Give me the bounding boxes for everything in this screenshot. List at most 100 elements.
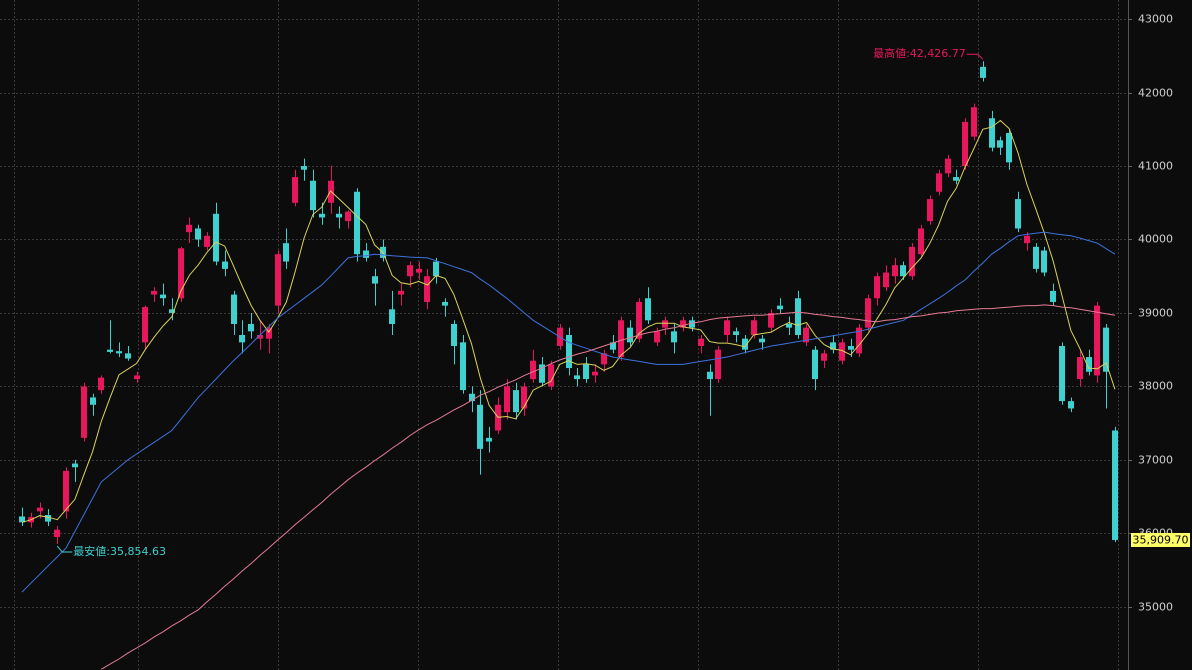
candle-body <box>134 375 140 380</box>
candle-body <box>433 261 439 277</box>
candle-body <box>486 437 492 442</box>
candle-body <box>1068 401 1074 409</box>
candle-body <box>407 265 413 277</box>
candle-body <box>513 390 519 413</box>
candle-body <box>248 323 254 332</box>
candle-body <box>848 346 854 350</box>
candle-body <box>945 158 951 174</box>
candle-body <box>442 301 448 306</box>
candle-body <box>742 338 748 350</box>
candle-body <box>1112 430 1118 540</box>
candle-body <box>125 353 131 359</box>
candle-body <box>142 307 148 343</box>
candle-body <box>469 393 475 402</box>
y-tick-label: 37000 <box>1138 454 1173 467</box>
candle-body <box>372 276 378 284</box>
candle-body <box>239 335 245 343</box>
candle-body <box>231 294 237 324</box>
candle-body <box>707 371 713 380</box>
candle-body <box>698 338 704 347</box>
candle-body <box>424 276 430 302</box>
annotations: 最高値:42,426.77 最安値:35,854.63 35,909.70 <box>56 46 1190 558</box>
candle-body <box>821 353 827 361</box>
candle-body <box>936 173 942 192</box>
candle-body <box>1015 199 1021 229</box>
candle-body <box>610 342 616 350</box>
candle-body <box>301 166 307 170</box>
candle-body <box>169 309 175 313</box>
candle-body <box>19 516 25 523</box>
candle-body <box>81 386 87 438</box>
candle-body <box>116 351 122 354</box>
candle-body <box>795 298 801 335</box>
candle-body <box>266 327 272 339</box>
candle-body <box>733 331 739 335</box>
candle-body <box>918 228 924 255</box>
candle-body <box>1050 290 1056 302</box>
candle-body <box>997 140 1003 148</box>
candle-body <box>530 360 536 380</box>
candle-body <box>98 377 104 391</box>
moving-average-line <box>21 231 1116 593</box>
candle-body <box>107 349 113 352</box>
candle-body <box>892 265 898 277</box>
candle-body <box>874 276 880 299</box>
candle-body <box>601 353 607 365</box>
candle-body <box>45 514 51 522</box>
y-tick-label: 40000 <box>1138 233 1173 246</box>
candle-body <box>336 213 342 218</box>
candle-body <box>1059 346 1065 402</box>
candle-body <box>363 250 369 258</box>
candle-body <box>583 364 589 380</box>
candle-body <box>865 298 871 328</box>
candle-body <box>980 66 986 78</box>
candle-body <box>777 305 783 310</box>
y-tick-label: 39000 <box>1138 307 1173 320</box>
candle-body <box>566 335 572 369</box>
moving-average-line <box>101 304 1116 670</box>
candle-body <box>830 342 836 350</box>
last-price-label: 35,909.70 <box>1133 533 1189 546</box>
candle-body <box>257 335 263 339</box>
plot-area <box>19 61 1118 670</box>
candle-body <box>451 323 457 347</box>
candle-body <box>345 211 351 222</box>
y-tick-label: 35000 <box>1138 601 1173 614</box>
candle-body <box>398 290 404 295</box>
candle-body <box>186 224 192 233</box>
y-axis: 3500036000370003800039000400004100042000… <box>1128 13 1173 614</box>
last-price-tag <box>1131 532 1190 547</box>
high-pointer <box>966 53 984 60</box>
candle-body <box>548 364 554 387</box>
candle-body <box>962 121 968 167</box>
candle-body <box>636 301 642 339</box>
candle-body <box>883 272 889 288</box>
candle-body <box>574 375 580 380</box>
candle-body <box>989 118 995 148</box>
candle-body <box>786 323 792 328</box>
candle-body <box>715 349 721 380</box>
candle-body <box>63 470 69 512</box>
candle-body <box>654 331 660 343</box>
candle-body <box>671 331 677 343</box>
candle-body <box>645 298 651 321</box>
candle-body <box>460 342 466 391</box>
candle-body <box>204 235 210 247</box>
candle-body <box>1103 327 1109 372</box>
candle-body <box>213 213 219 262</box>
y-tick-label: 41000 <box>1138 160 1173 173</box>
candle-body <box>477 404 483 449</box>
candle-body <box>768 312 774 328</box>
candle-body <box>195 228 201 240</box>
y-tick-label: 38000 <box>1138 380 1173 393</box>
candle-body <box>751 320 757 335</box>
candle-body <box>812 349 818 380</box>
grid <box>0 0 1128 670</box>
candle-body <box>292 177 298 203</box>
moving-average-line <box>21 119 1116 523</box>
candle-body <box>319 213 325 218</box>
candle-body <box>151 290 157 295</box>
candle-body <box>592 371 598 376</box>
